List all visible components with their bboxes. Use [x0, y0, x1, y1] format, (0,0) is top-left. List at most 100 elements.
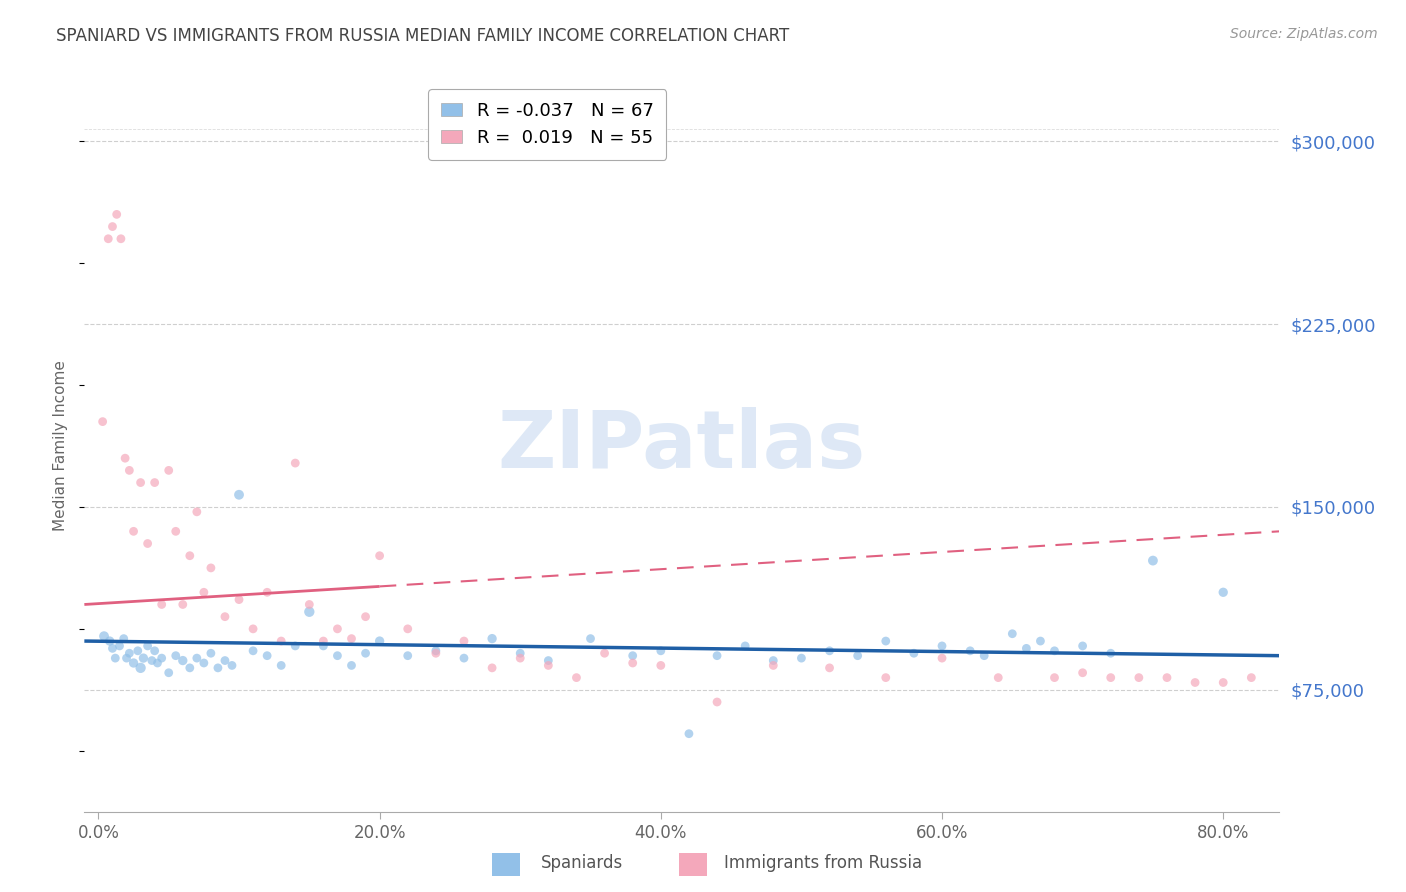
Point	[115, 651, 138, 665]
Point	[312, 634, 335, 648]
Point	[228, 488, 250, 502]
Text: Spaniards: Spaniards	[541, 855, 623, 872]
Legend: R = -0.037   N = 67, R =  0.019   N = 55: R = -0.037 N = 67, R = 0.019 N = 55	[427, 89, 666, 160]
Point	[340, 658, 363, 673]
Point	[129, 475, 152, 490]
Point	[579, 632, 602, 646]
Point	[875, 671, 897, 685]
Point	[537, 654, 560, 668]
Point	[1071, 665, 1094, 680]
Point	[453, 651, 475, 665]
Point	[481, 661, 503, 675]
Point	[122, 656, 145, 670]
Y-axis label: Median Family Income: Median Family Income	[53, 360, 69, 532]
Point	[1015, 641, 1038, 656]
Point	[150, 598, 173, 612]
Text: Immigrants from Russia: Immigrants from Russia	[724, 855, 922, 872]
Point	[1212, 675, 1234, 690]
Point	[172, 654, 194, 668]
Point	[959, 644, 981, 658]
Point	[1212, 585, 1234, 599]
Point	[105, 207, 128, 221]
Point	[875, 634, 897, 648]
Point	[127, 644, 149, 658]
Point	[298, 598, 321, 612]
Point	[179, 549, 201, 563]
Point	[284, 639, 307, 653]
Point	[1099, 671, 1122, 685]
Point	[987, 671, 1010, 685]
Point	[270, 658, 292, 673]
Point	[129, 661, 152, 675]
Point	[110, 232, 132, 246]
Point	[818, 661, 841, 675]
Point	[97, 232, 120, 246]
Point	[931, 639, 953, 653]
Point	[425, 646, 447, 660]
Point	[114, 451, 136, 466]
Point	[104, 651, 127, 665]
Point	[706, 695, 728, 709]
Text: Source: ZipAtlas.com: Source: ZipAtlas.com	[1230, 27, 1378, 41]
Point	[214, 654, 236, 668]
Point	[270, 634, 292, 648]
Point	[91, 415, 114, 429]
Point	[200, 561, 222, 575]
Point	[565, 671, 588, 685]
Point	[200, 646, 222, 660]
Point	[101, 641, 124, 656]
Point	[143, 644, 166, 658]
Point	[256, 648, 278, 663]
Point	[1043, 644, 1066, 658]
Point	[425, 644, 447, 658]
Point	[354, 609, 377, 624]
Point	[132, 651, 155, 665]
Point	[284, 456, 307, 470]
Point	[101, 219, 124, 234]
Point	[93, 629, 115, 643]
Point	[340, 632, 363, 646]
Point	[818, 644, 841, 658]
Point	[1184, 675, 1206, 690]
Point	[312, 639, 335, 653]
Point	[146, 656, 169, 670]
Point	[1240, 671, 1263, 685]
Point	[1043, 671, 1066, 685]
Point	[790, 651, 813, 665]
Point	[1099, 646, 1122, 660]
Point	[150, 651, 173, 665]
Point	[143, 475, 166, 490]
Point	[903, 646, 925, 660]
Point	[973, 648, 995, 663]
Point	[326, 622, 349, 636]
Point	[214, 609, 236, 624]
Point	[193, 656, 215, 670]
Point	[1029, 634, 1052, 648]
Point	[221, 658, 243, 673]
Point	[706, 648, 728, 663]
Point	[762, 654, 785, 668]
Point	[179, 661, 201, 675]
Point	[621, 656, 644, 670]
Point	[186, 651, 208, 665]
Point	[368, 634, 391, 648]
Point	[846, 648, 869, 663]
Point	[165, 524, 187, 539]
Point	[593, 646, 616, 660]
Point	[621, 648, 644, 663]
Point	[228, 592, 250, 607]
Point	[396, 648, 419, 663]
Point	[136, 639, 159, 653]
Point	[193, 585, 215, 599]
Point	[650, 644, 672, 658]
Point	[157, 665, 180, 680]
Point	[354, 646, 377, 660]
Point	[298, 605, 321, 619]
Point	[118, 463, 141, 477]
Point	[1071, 639, 1094, 653]
Point	[931, 651, 953, 665]
Point	[136, 536, 159, 550]
Point	[368, 549, 391, 563]
Point	[734, 639, 756, 653]
Point	[509, 651, 531, 665]
